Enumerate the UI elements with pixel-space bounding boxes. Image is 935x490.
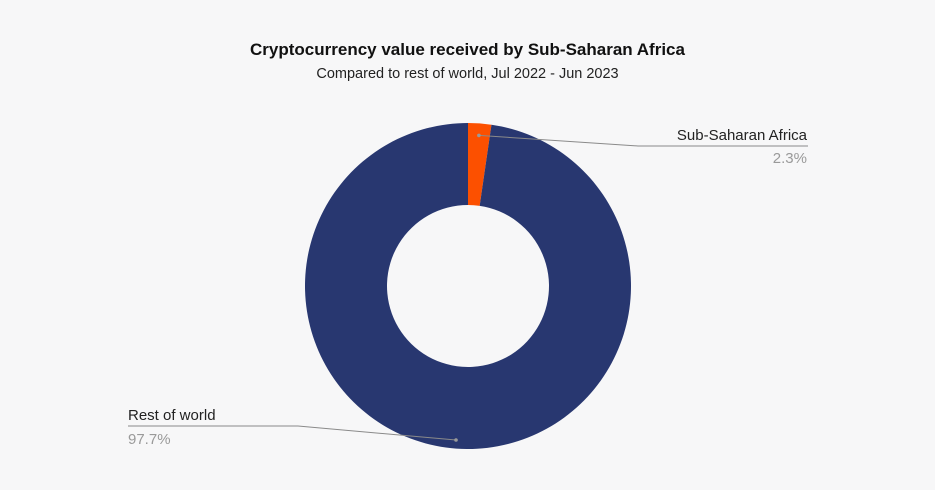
slice-label-sub-saharan-africa: Sub-Saharan Africa xyxy=(677,127,808,144)
leader-line-sub-saharan-africa xyxy=(478,134,808,147)
chart-title: Cryptocurrency value received by Sub-Sah… xyxy=(250,40,685,59)
slice-value-sub-saharan-africa: 2.3% xyxy=(773,150,807,167)
slice-value-rest-of-world: 97.7% xyxy=(128,431,171,448)
slice-label-rest-of-world: Rest of world xyxy=(128,407,216,424)
slice-rest-of-world xyxy=(304,123,631,450)
leader-dot-rest-of-world xyxy=(454,438,458,442)
chart-subtitle: Compared to rest of world, Jul 2022 - Ju… xyxy=(316,66,619,82)
donut-slices xyxy=(304,123,631,450)
leader-dot-sub-saharan-africa xyxy=(477,133,481,138)
slice-sub-saharan-africa xyxy=(468,123,492,206)
leader-lines xyxy=(128,133,808,442)
leader-line-rest-of-world xyxy=(128,425,457,441)
